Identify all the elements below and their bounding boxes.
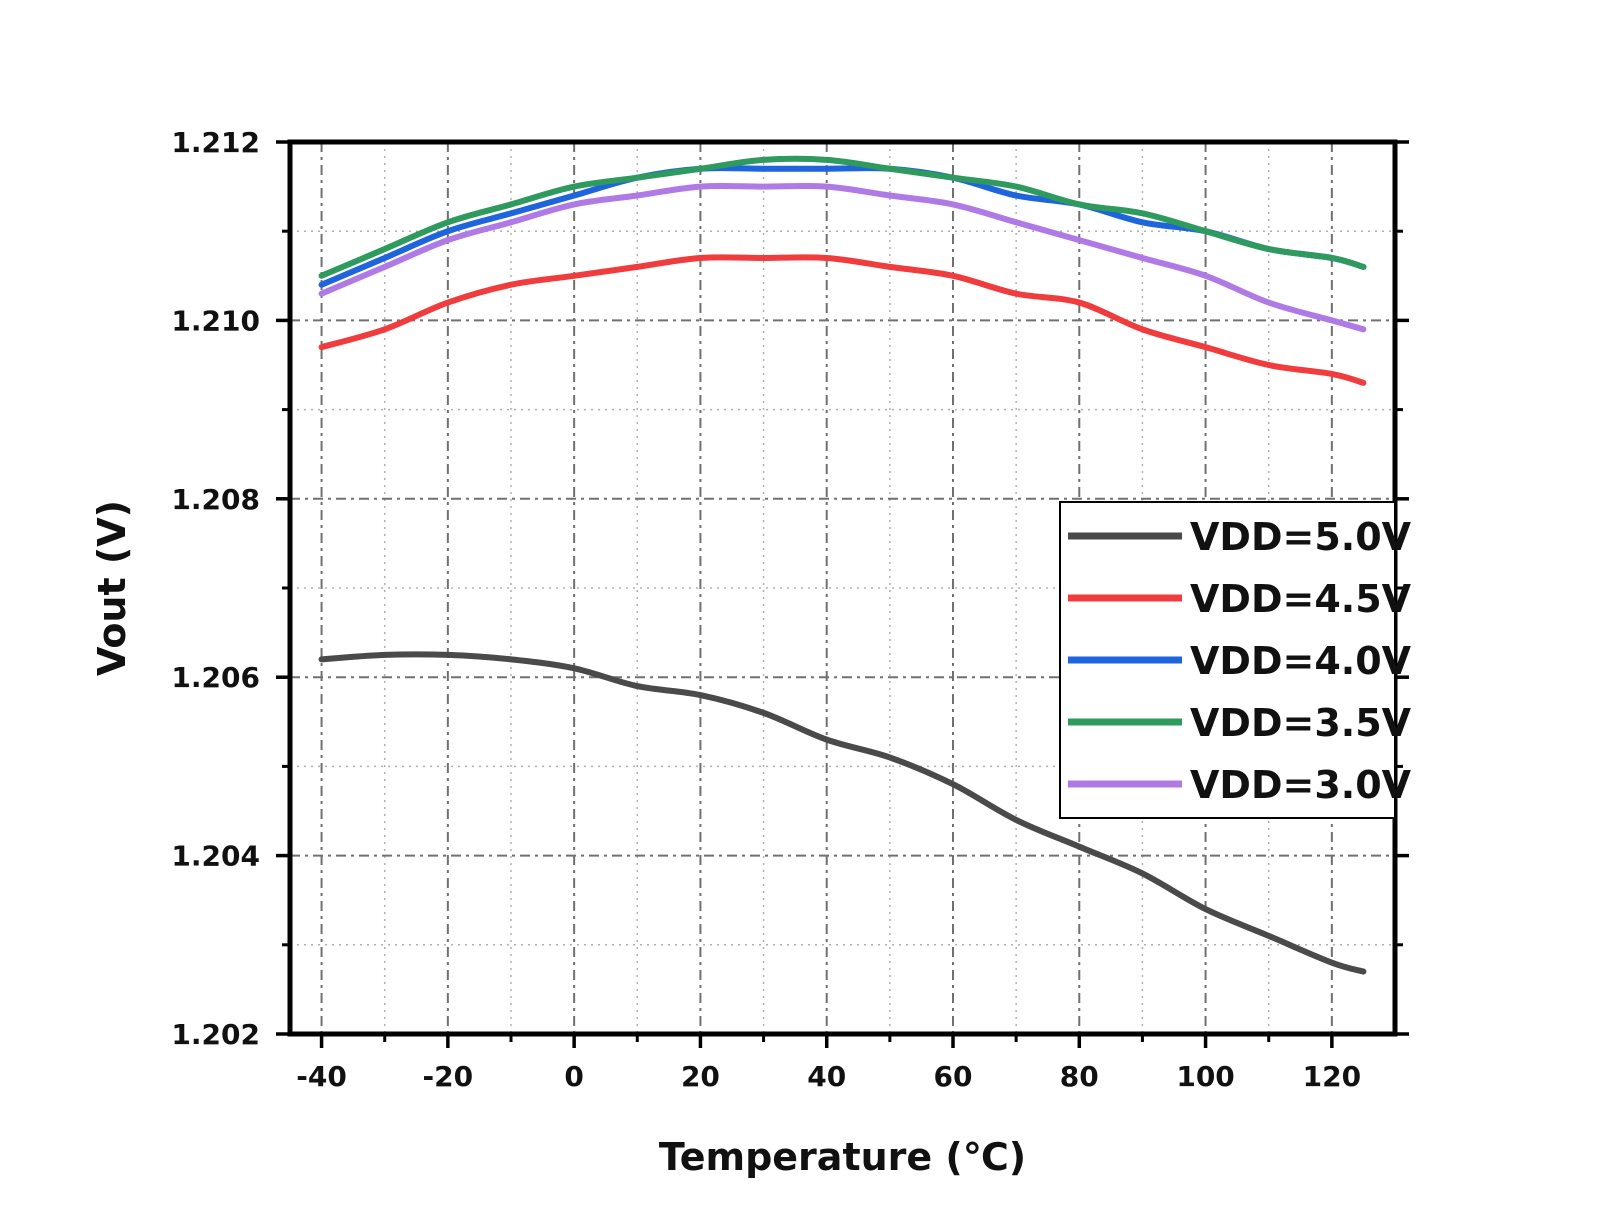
tick-label-x: -20 (423, 1060, 474, 1093)
legend-label: VDD=4.0V (1190, 639, 1412, 683)
legend-label: VDD=5.0V (1190, 515, 1412, 559)
axis-ticks: -40 -20 0 20 40 60 80 100 120 1.202 1.204 1.206 1.20… (171, 126, 1409, 1093)
tick-label-y: 1.202 (171, 1018, 260, 1051)
tick-label-y: 1.208 (171, 483, 260, 516)
tick-label-y: 1.206 (171, 661, 260, 694)
y-axis-title: Vout (V) (90, 500, 134, 676)
x-axis-title: Temperature (℃) (659, 1135, 1026, 1179)
tick-label-y: 1.204 (171, 840, 260, 873)
tick-label-x: -40 (296, 1060, 347, 1093)
series-lines (318, 155, 1367, 975)
tick-label-x: 120 (1303, 1060, 1361, 1093)
tick-label-x: 40 (807, 1060, 846, 1093)
series-line-vdd-3-0v (318, 182, 1367, 333)
legend-label: VDD=4.5V (1190, 577, 1412, 621)
tick-label-x: 100 (1176, 1060, 1234, 1093)
series-line-vdd-3-5v (318, 155, 1367, 279)
legend-label: VDD=3.5V (1190, 701, 1412, 745)
tick-label-x: 20 (681, 1060, 720, 1093)
series-line-vdd-5-0v (318, 651, 1367, 975)
legend: VDD=5.0V VDD=4.5V VDD=4.0V VDD=3.5V VDD=3.0V (1059, 501, 1412, 819)
tick-label-y: 1.210 (171, 304, 260, 337)
series-line-vdd-4-5v (318, 254, 1367, 386)
tick-label-x: 0 (564, 1060, 583, 1093)
tick-label-y: 1.212 (171, 126, 260, 159)
legend-label: VDD=3.0V (1190, 763, 1412, 807)
tick-label-x: 60 (934, 1060, 973, 1093)
tick-label-x: 80 (1060, 1060, 1099, 1093)
